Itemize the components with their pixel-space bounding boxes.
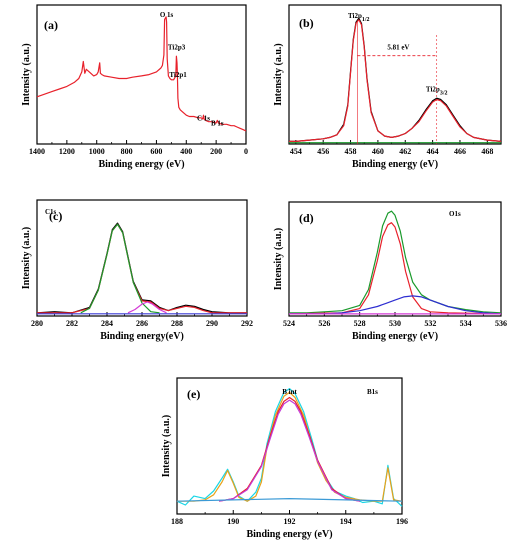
chart-panel-4: 524 526 528 530 532 534 536 Binding energy (eV)… bbox=[273, 201, 507, 342]
y-axis-label: Intensity (a.u.) bbox=[273, 43, 284, 106]
x-tick-label: 800 bbox=[121, 147, 133, 156]
series-line-2 bbox=[288, 222, 502, 315]
x-tick-label: 526 bbox=[318, 319, 330, 328]
series-line-4 bbox=[127, 301, 167, 314]
x-tick-label: 530 bbox=[389, 319, 401, 328]
panel-label: (b) bbox=[299, 16, 314, 30]
peak-annotation: 5.81 eV bbox=[387, 44, 409, 52]
x-tick-label: 460 bbox=[372, 147, 384, 156]
series-line-3 bbox=[289, 295, 502, 315]
x-tick-label: 196 bbox=[396, 517, 408, 526]
x-tick-label: 468 bbox=[481, 147, 493, 156]
series-line-1 bbox=[289, 17, 502, 142]
x-tick-label: 286 bbox=[136, 319, 148, 328]
peak-annotation-subscript: 3/2 bbox=[440, 91, 448, 97]
x-tick-label: 288 bbox=[171, 319, 183, 328]
x-axis-label: Binding energy (eV) bbox=[352, 331, 438, 342]
x-tick-label: 192 bbox=[284, 517, 296, 526]
x-tick-label: 1200 bbox=[59, 147, 75, 156]
x-tick-label: 536 bbox=[495, 319, 507, 328]
series-line-1 bbox=[176, 388, 403, 507]
x-tick-label: 190 bbox=[227, 517, 239, 526]
x-tick-label: 464 bbox=[427, 147, 439, 156]
series-line-4 bbox=[219, 399, 360, 502]
chart-panel-5: 188 190 192 194 196 Binding energy (eV) Intens… bbox=[161, 377, 408, 540]
series-line-2 bbox=[37, 223, 247, 314]
peak-annotation: B 1s bbox=[211, 120, 224, 128]
series-line-1 bbox=[36, 222, 247, 314]
peak-annotation: C 1s bbox=[197, 114, 210, 122]
x-axis-label: Binding energy (eV) bbox=[352, 159, 438, 170]
y-axis-label: Intensity (a.u.) bbox=[21, 43, 32, 106]
chart-panel-1: 1400 1200 1000 800 600 400 200 0 Binding energy … bbox=[21, 4, 248, 170]
series-line-2 bbox=[289, 19, 502, 142]
y-axis-label: Intensity (a.u.) bbox=[273, 228, 284, 291]
peak-annotation: Ti2p1/2 bbox=[348, 12, 370, 23]
series-line-3 bbox=[80, 223, 160, 314]
x-axis-label: Binding energy(eV) bbox=[100, 331, 184, 342]
x-tick-label: 1400 bbox=[29, 147, 45, 156]
y-axis-label: Intensity (a.u.) bbox=[161, 415, 172, 478]
panel-title: O1s bbox=[449, 210, 461, 218]
y-axis-label: Intensity (a.u.) bbox=[21, 227, 32, 290]
x-tick-label: 528 bbox=[354, 319, 366, 328]
peak-annotation: Ti2p1 bbox=[169, 71, 187, 79]
panel-title: C1s bbox=[45, 208, 57, 216]
x-tick-label: 0 bbox=[244, 147, 248, 156]
series-line-3 bbox=[219, 396, 360, 502]
series-line-1 bbox=[36, 16, 247, 132]
chart-panel-2: 454 456 458 460 462 464 466 468 Binding energy (… bbox=[273, 4, 502, 170]
peak-annotation-subscript: 1/2 bbox=[362, 17, 370, 23]
x-tick-label: 284 bbox=[101, 319, 113, 328]
x-tick-label: 456 bbox=[317, 147, 329, 156]
panel-label: (e) bbox=[187, 387, 200, 401]
x-tick-label: 400 bbox=[180, 147, 192, 156]
panel-label: (d) bbox=[299, 211, 314, 225]
x-tick-label: 534 bbox=[460, 319, 472, 328]
panel-title: B1s bbox=[367, 388, 378, 396]
x-tick-label: 188 bbox=[171, 517, 183, 526]
x-tick-label: 280 bbox=[31, 319, 43, 328]
panel-label: (a) bbox=[44, 18, 58, 32]
x-tick-label: 524 bbox=[283, 319, 295, 328]
x-tick-label: 282 bbox=[66, 319, 78, 328]
x-tick-label: 454 bbox=[290, 147, 302, 156]
panel-label: (c) bbox=[49, 209, 62, 223]
plot-frame bbox=[288, 4, 502, 145]
peak-annotation: Ti2p3 bbox=[168, 44, 186, 52]
x-tick-label: 532 bbox=[424, 319, 436, 328]
x-tick-label: 200 bbox=[210, 147, 222, 156]
x-tick-label: 462 bbox=[399, 147, 411, 156]
peak-label: B int bbox=[282, 388, 297, 396]
chart-panel-3: 280 282 284 286 288 290 292 Binding energy(eV) I… bbox=[21, 199, 253, 342]
plot-frame bbox=[288, 201, 502, 317]
series-line-2 bbox=[177, 391, 403, 502]
x-axis-label: Binding energy (eV) bbox=[246, 529, 332, 540]
x-tick-label: 466 bbox=[454, 147, 466, 156]
series-line-5 bbox=[176, 498, 403, 502]
x-axis-label: Binding energy (eV) bbox=[98, 159, 184, 170]
x-tick-label: 458 bbox=[345, 147, 357, 156]
x-tick-label: 600 bbox=[150, 147, 162, 156]
x-tick-label: 292 bbox=[241, 319, 253, 328]
peak-annotation: O 1s bbox=[160, 11, 174, 19]
x-tick-label: 290 bbox=[206, 319, 218, 328]
x-tick-label: 194 bbox=[340, 517, 352, 526]
x-tick-label: 1000 bbox=[89, 147, 105, 156]
